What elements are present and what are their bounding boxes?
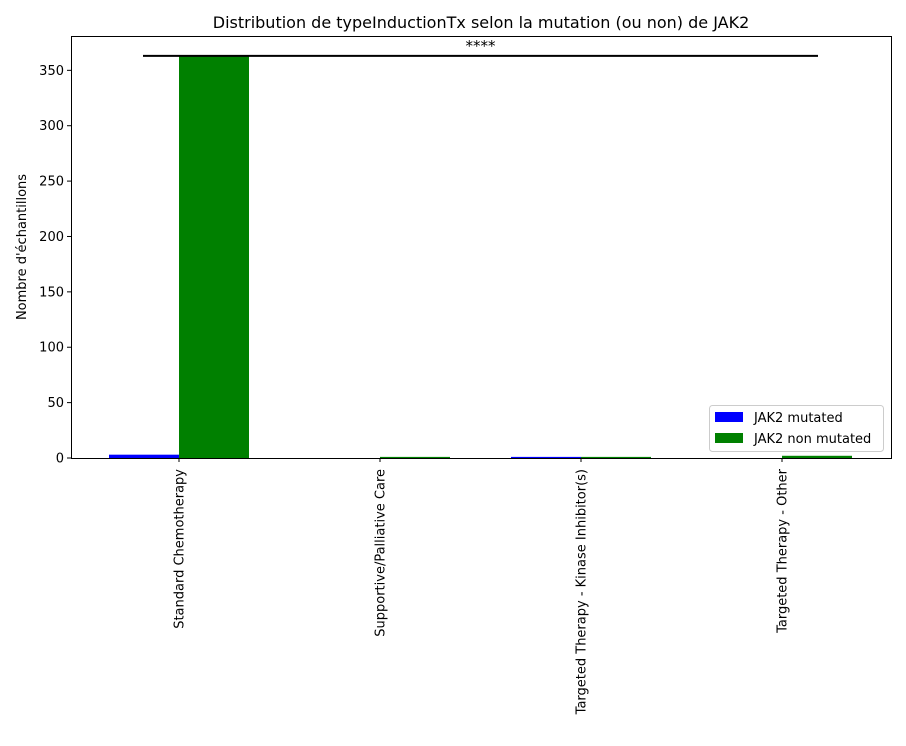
- chart-title: Distribution de typeInductionTx selon la…: [213, 13, 750, 32]
- legend-swatch-jak2-non-mutated: [715, 433, 743, 443]
- y-tick-label: 200: [39, 230, 64, 245]
- x-tick-label: Supportive/Palliative Care: [374, 469, 389, 637]
- legend-label-jak2-mutated: JAK2 mutated: [753, 411, 843, 426]
- legend-swatch-jak2-mutated: [715, 412, 743, 422]
- y-tick-label: 0: [56, 452, 64, 467]
- bar-jak2-non-mutated-1: [179, 55, 249, 458]
- bar-jak2-non-mutated-3: [581, 456, 651, 458]
- y-tick-label: 100: [39, 341, 64, 356]
- x-tick-label: Targeted Therapy - Kinase Inhibitor(s): [575, 469, 590, 715]
- plot-area: 0 50 100 150 200 250 300 350 Standard Chemothera…: [39, 37, 852, 715]
- y-tick-label: 50: [47, 396, 64, 411]
- y-axis-label: Nombre d'échantillons: [15, 174, 30, 320]
- significance-label: ****: [466, 37, 497, 55]
- legend-label-jak2-non-mutated: JAK2 non mutated: [753, 432, 871, 447]
- y-tick-label: 150: [39, 285, 64, 300]
- y-tick-label: 250: [39, 175, 64, 190]
- bar-jak2-non-mutated-4: [782, 455, 852, 458]
- legend: JAK2 mutated JAK2 non mutated: [709, 405, 884, 452]
- y-tick-label: 300: [39, 119, 64, 134]
- x-tick-label: Targeted Therapy - Other: [776, 468, 791, 634]
- bar-jak2-mutated-3: [511, 456, 581, 458]
- y-tick-label: 350: [39, 64, 64, 79]
- bar-jak2-mutated-1: [109, 454, 179, 458]
- plot-frame: [71, 36, 892, 459]
- x-tick-label: Standard Chemotherapy: [173, 469, 188, 629]
- legend-frame: [709, 405, 884, 452]
- bar-jak2-non-mutated-2: [380, 456, 450, 458]
